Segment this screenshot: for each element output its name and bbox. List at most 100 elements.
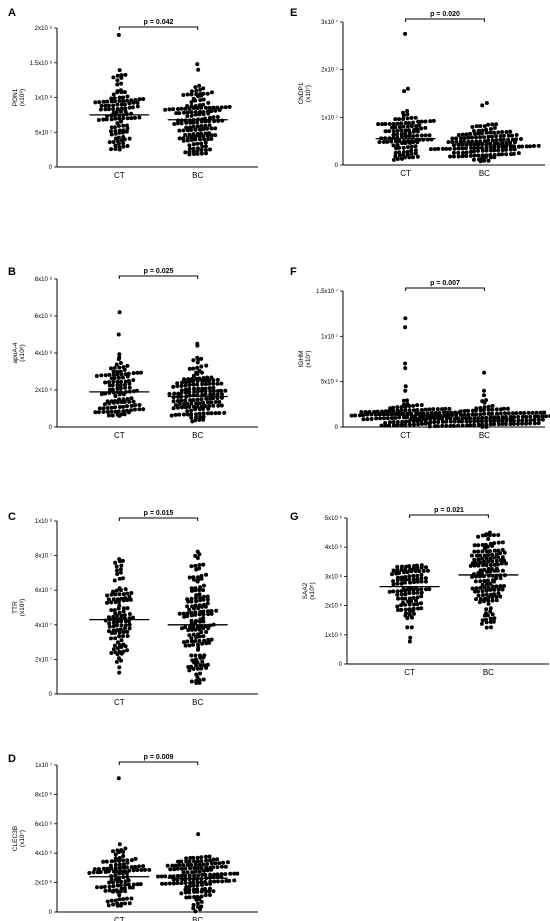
data-point — [121, 858, 126, 863]
data-point — [201, 615, 206, 620]
data-point — [405, 398, 410, 403]
data-point — [397, 415, 402, 420]
data-point — [208, 392, 213, 397]
data-point — [111, 103, 116, 108]
data-point — [187, 132, 192, 137]
data-point — [452, 419, 457, 424]
data-point — [482, 124, 487, 129]
data-point — [193, 407, 198, 412]
data-point — [205, 411, 210, 416]
data-point — [401, 145, 406, 150]
data-point — [197, 634, 202, 639]
data-point — [538, 410, 543, 415]
data-point — [486, 601, 491, 606]
data-point — [501, 137, 506, 142]
data-point — [506, 137, 511, 142]
data-point — [532, 414, 537, 419]
data-point — [395, 564, 400, 569]
data-point — [520, 144, 525, 149]
data-point — [126, 882, 131, 887]
data-point — [211, 392, 216, 397]
data-point — [397, 150, 402, 155]
data-point — [197, 112, 202, 117]
data-point — [209, 609, 214, 614]
data-point — [496, 130, 501, 135]
data-point — [124, 404, 129, 409]
data-point — [119, 400, 124, 405]
data-point — [399, 581, 404, 586]
data-point — [466, 139, 471, 144]
data-point — [111, 372, 116, 377]
data-point — [436, 146, 441, 151]
data-point — [121, 630, 126, 635]
data-point — [451, 154, 456, 159]
data-point — [482, 400, 487, 405]
data-point — [436, 416, 441, 421]
y-tick-label: 1x10 ⁸ — [35, 95, 53, 102]
data-point — [195, 880, 200, 885]
data-point — [488, 556, 493, 561]
data-point — [117, 147, 122, 152]
data-point — [112, 578, 117, 583]
data-point — [187, 152, 192, 157]
data-point — [172, 122, 177, 127]
data-point — [111, 379, 116, 384]
data-point — [113, 143, 118, 148]
data-point — [113, 560, 118, 565]
data-point — [486, 411, 491, 416]
data-point — [395, 405, 400, 410]
data-point — [119, 613, 124, 618]
data-point — [448, 154, 453, 159]
data-point — [411, 120, 416, 125]
data-point — [480, 593, 485, 598]
data-point — [421, 413, 426, 418]
y-tick-label: 1x10 ⁷ — [321, 114, 338, 121]
data-point — [211, 396, 216, 401]
y-tick-label: 2x10 ⁷ — [35, 656, 52, 663]
data-point — [395, 604, 400, 609]
data-point — [473, 408, 478, 413]
data-point — [485, 578, 490, 583]
data-point — [112, 125, 117, 130]
data-point — [195, 901, 200, 906]
data-point — [193, 553, 198, 558]
data-point — [464, 154, 469, 159]
data-point — [113, 898, 118, 903]
data-point — [197, 134, 202, 139]
data-point — [512, 414, 517, 419]
data-point — [168, 867, 173, 872]
data-point — [403, 325, 408, 330]
data-point — [189, 653, 194, 658]
data-point — [122, 901, 127, 906]
y-tick-label: 6x10 ⁸ — [35, 313, 53, 320]
data-point — [120, 375, 125, 380]
data-point — [122, 137, 127, 142]
data-point — [403, 384, 408, 389]
data-point — [477, 600, 482, 605]
y-tick-label: 3x10 ⁷ — [321, 19, 338, 26]
data-point — [484, 625, 489, 630]
data-point — [201, 411, 206, 416]
p-value-label: p = 0.009 — [144, 754, 174, 761]
data-point — [411, 408, 416, 413]
data-point — [205, 609, 210, 614]
data-point — [93, 100, 98, 105]
data-point — [122, 382, 127, 387]
data-point — [403, 596, 408, 601]
data-point — [188, 880, 193, 885]
data-point — [181, 92, 186, 97]
data-point — [191, 366, 196, 371]
data-point — [504, 561, 509, 566]
data-point — [415, 606, 420, 611]
data-point — [492, 145, 497, 150]
data-point — [191, 379, 196, 384]
data-point — [101, 866, 106, 871]
data-point — [127, 105, 132, 110]
data-point — [460, 154, 465, 159]
data-point — [203, 854, 208, 859]
data-point — [490, 122, 495, 127]
category-label: CT — [114, 171, 125, 180]
data-point — [123, 644, 128, 649]
data-point — [187, 366, 192, 371]
data-point — [135, 100, 140, 105]
